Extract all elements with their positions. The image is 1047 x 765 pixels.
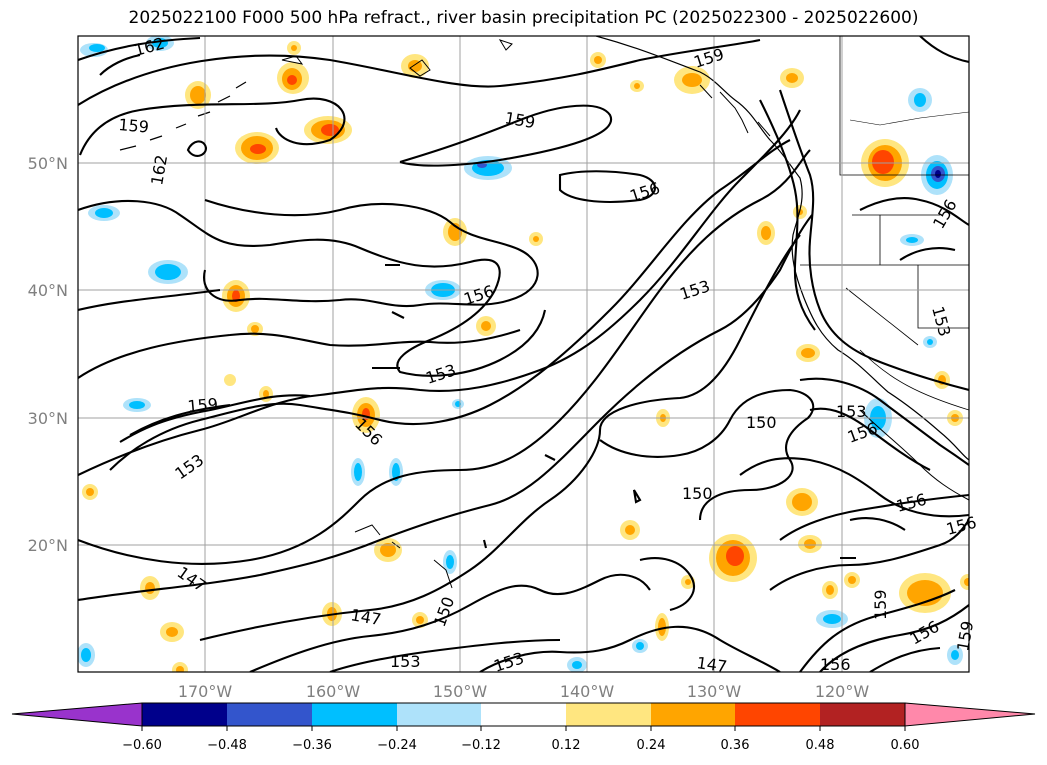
gridlines	[78, 36, 969, 672]
patch	[632, 639, 648, 653]
longitude-axis: 170°W 160°W 150°W 140°W 130°W 120°W	[178, 682, 870, 701]
colorbar-tick-label: 0.24	[637, 738, 666, 753]
contour-label: 150	[746, 413, 777, 432]
contour-label: 150	[682, 484, 713, 503]
contour-label: 153	[836, 402, 867, 421]
colorbar-tick-label: 0.60	[891, 738, 920, 753]
lon-label: 160°W	[306, 682, 361, 701]
colorbar-tick-label: 0.36	[721, 738, 750, 753]
patch	[172, 662, 188, 672]
patch	[786, 488, 818, 516]
colorbar-tick-label: −0.36	[292, 738, 332, 753]
lon-label: 130°W	[687, 682, 742, 701]
patch	[923, 336, 937, 348]
colorbar-swatch	[227, 703, 312, 726]
contour-labels: 162 159 162 159 159 156 156 156 153 153 …	[118, 34, 979, 677]
patch	[630, 80, 644, 92]
patch	[908, 88, 932, 112]
colorbar-extend-high	[904, 702, 1036, 727]
plot-frame	[77, 35, 970, 673]
patch	[351, 458, 365, 486]
patch	[78, 643, 95, 667]
colorbar-swatch	[481, 703, 566, 726]
colorbar-tick-label: −0.60	[122, 738, 162, 753]
patch	[222, 280, 250, 312]
lon-label: 140°W	[560, 682, 615, 701]
contour-label: 156	[820, 655, 851, 674]
patch	[224, 374, 236, 386]
patch	[247, 322, 263, 336]
map-plot-area: 162 159 162 159 159 156 156 156 153 153 …	[77, 34, 979, 677]
patch	[590, 52, 606, 68]
plot-background	[78, 36, 969, 672]
colorbar-tick-label: 0.48	[806, 738, 835, 753]
patch	[816, 610, 848, 628]
patch	[655, 613, 669, 641]
patch	[567, 657, 587, 672]
lat-label: 30°N	[28, 409, 68, 428]
patch	[464, 156, 512, 180]
lon-label: 170°W	[178, 682, 233, 701]
patch	[88, 205, 120, 221]
contour-label: 159	[953, 619, 977, 652]
patch	[947, 645, 963, 665]
patch	[620, 520, 640, 540]
colorbar: −0.60 −0.48 −0.36 −0.24 −0.12 0.12 0.24 …	[11, 702, 1036, 753]
colorbar-frame	[141, 702, 906, 727]
colorbar-swatch	[566, 703, 651, 726]
patch	[529, 232, 543, 246]
patch	[287, 41, 301, 55]
patch	[277, 62, 309, 94]
patch	[140, 576, 160, 600]
patch	[757, 221, 775, 245]
colorbar-swatch	[397, 703, 481, 726]
patch	[452, 399, 464, 409]
colorbar-tick-label: −0.24	[377, 738, 417, 753]
lat-label: 20°N	[28, 536, 68, 555]
patch	[160, 622, 184, 642]
contour-label: 159	[871, 589, 890, 620]
colorbar-tick-label: 0.12	[552, 738, 581, 753]
patch	[960, 574, 969, 590]
patch	[822, 581, 838, 599]
colorbar-swatch	[312, 703, 397, 726]
lat-label: 50°N	[28, 154, 68, 173]
patch	[235, 132, 279, 164]
latitude-axis: 50°N 40°N 30°N 20°N	[28, 154, 68, 555]
lon-label: 120°W	[815, 682, 870, 701]
colorbar-swatch	[651, 703, 735, 726]
lon-label: 150°W	[433, 682, 488, 701]
patch	[82, 484, 98, 500]
contour-label: 153	[390, 652, 421, 671]
map-title: 2025022100 F000 500 hPa refract., river …	[128, 8, 919, 28]
patch	[476, 316, 496, 336]
patch	[796, 344, 820, 362]
patch	[352, 397, 380, 433]
refractivity-contours	[78, 36, 969, 672]
patch	[780, 68, 804, 88]
contour-label: 159	[187, 394, 219, 416]
patch	[412, 612, 428, 628]
contour-label: 147	[695, 653, 728, 676]
patch	[123, 398, 151, 412]
patch	[844, 572, 860, 588]
patch	[148, 260, 188, 284]
patch	[389, 458, 403, 486]
lat-label: 40°N	[28, 281, 68, 300]
patch	[443, 550, 457, 574]
contour-label: 159	[118, 115, 150, 137]
colorbar-tick-label: −0.12	[461, 738, 501, 753]
patch	[900, 234, 924, 246]
colorbar-extend-low	[11, 702, 143, 727]
colorbar-swatch	[142, 703, 227, 726]
colorbar-tick-label: −0.48	[207, 738, 247, 753]
patch	[709, 534, 757, 582]
colorbar-swatch	[735, 703, 820, 726]
colorbar-swatch	[820, 703, 905, 726]
patch	[798, 535, 822, 553]
